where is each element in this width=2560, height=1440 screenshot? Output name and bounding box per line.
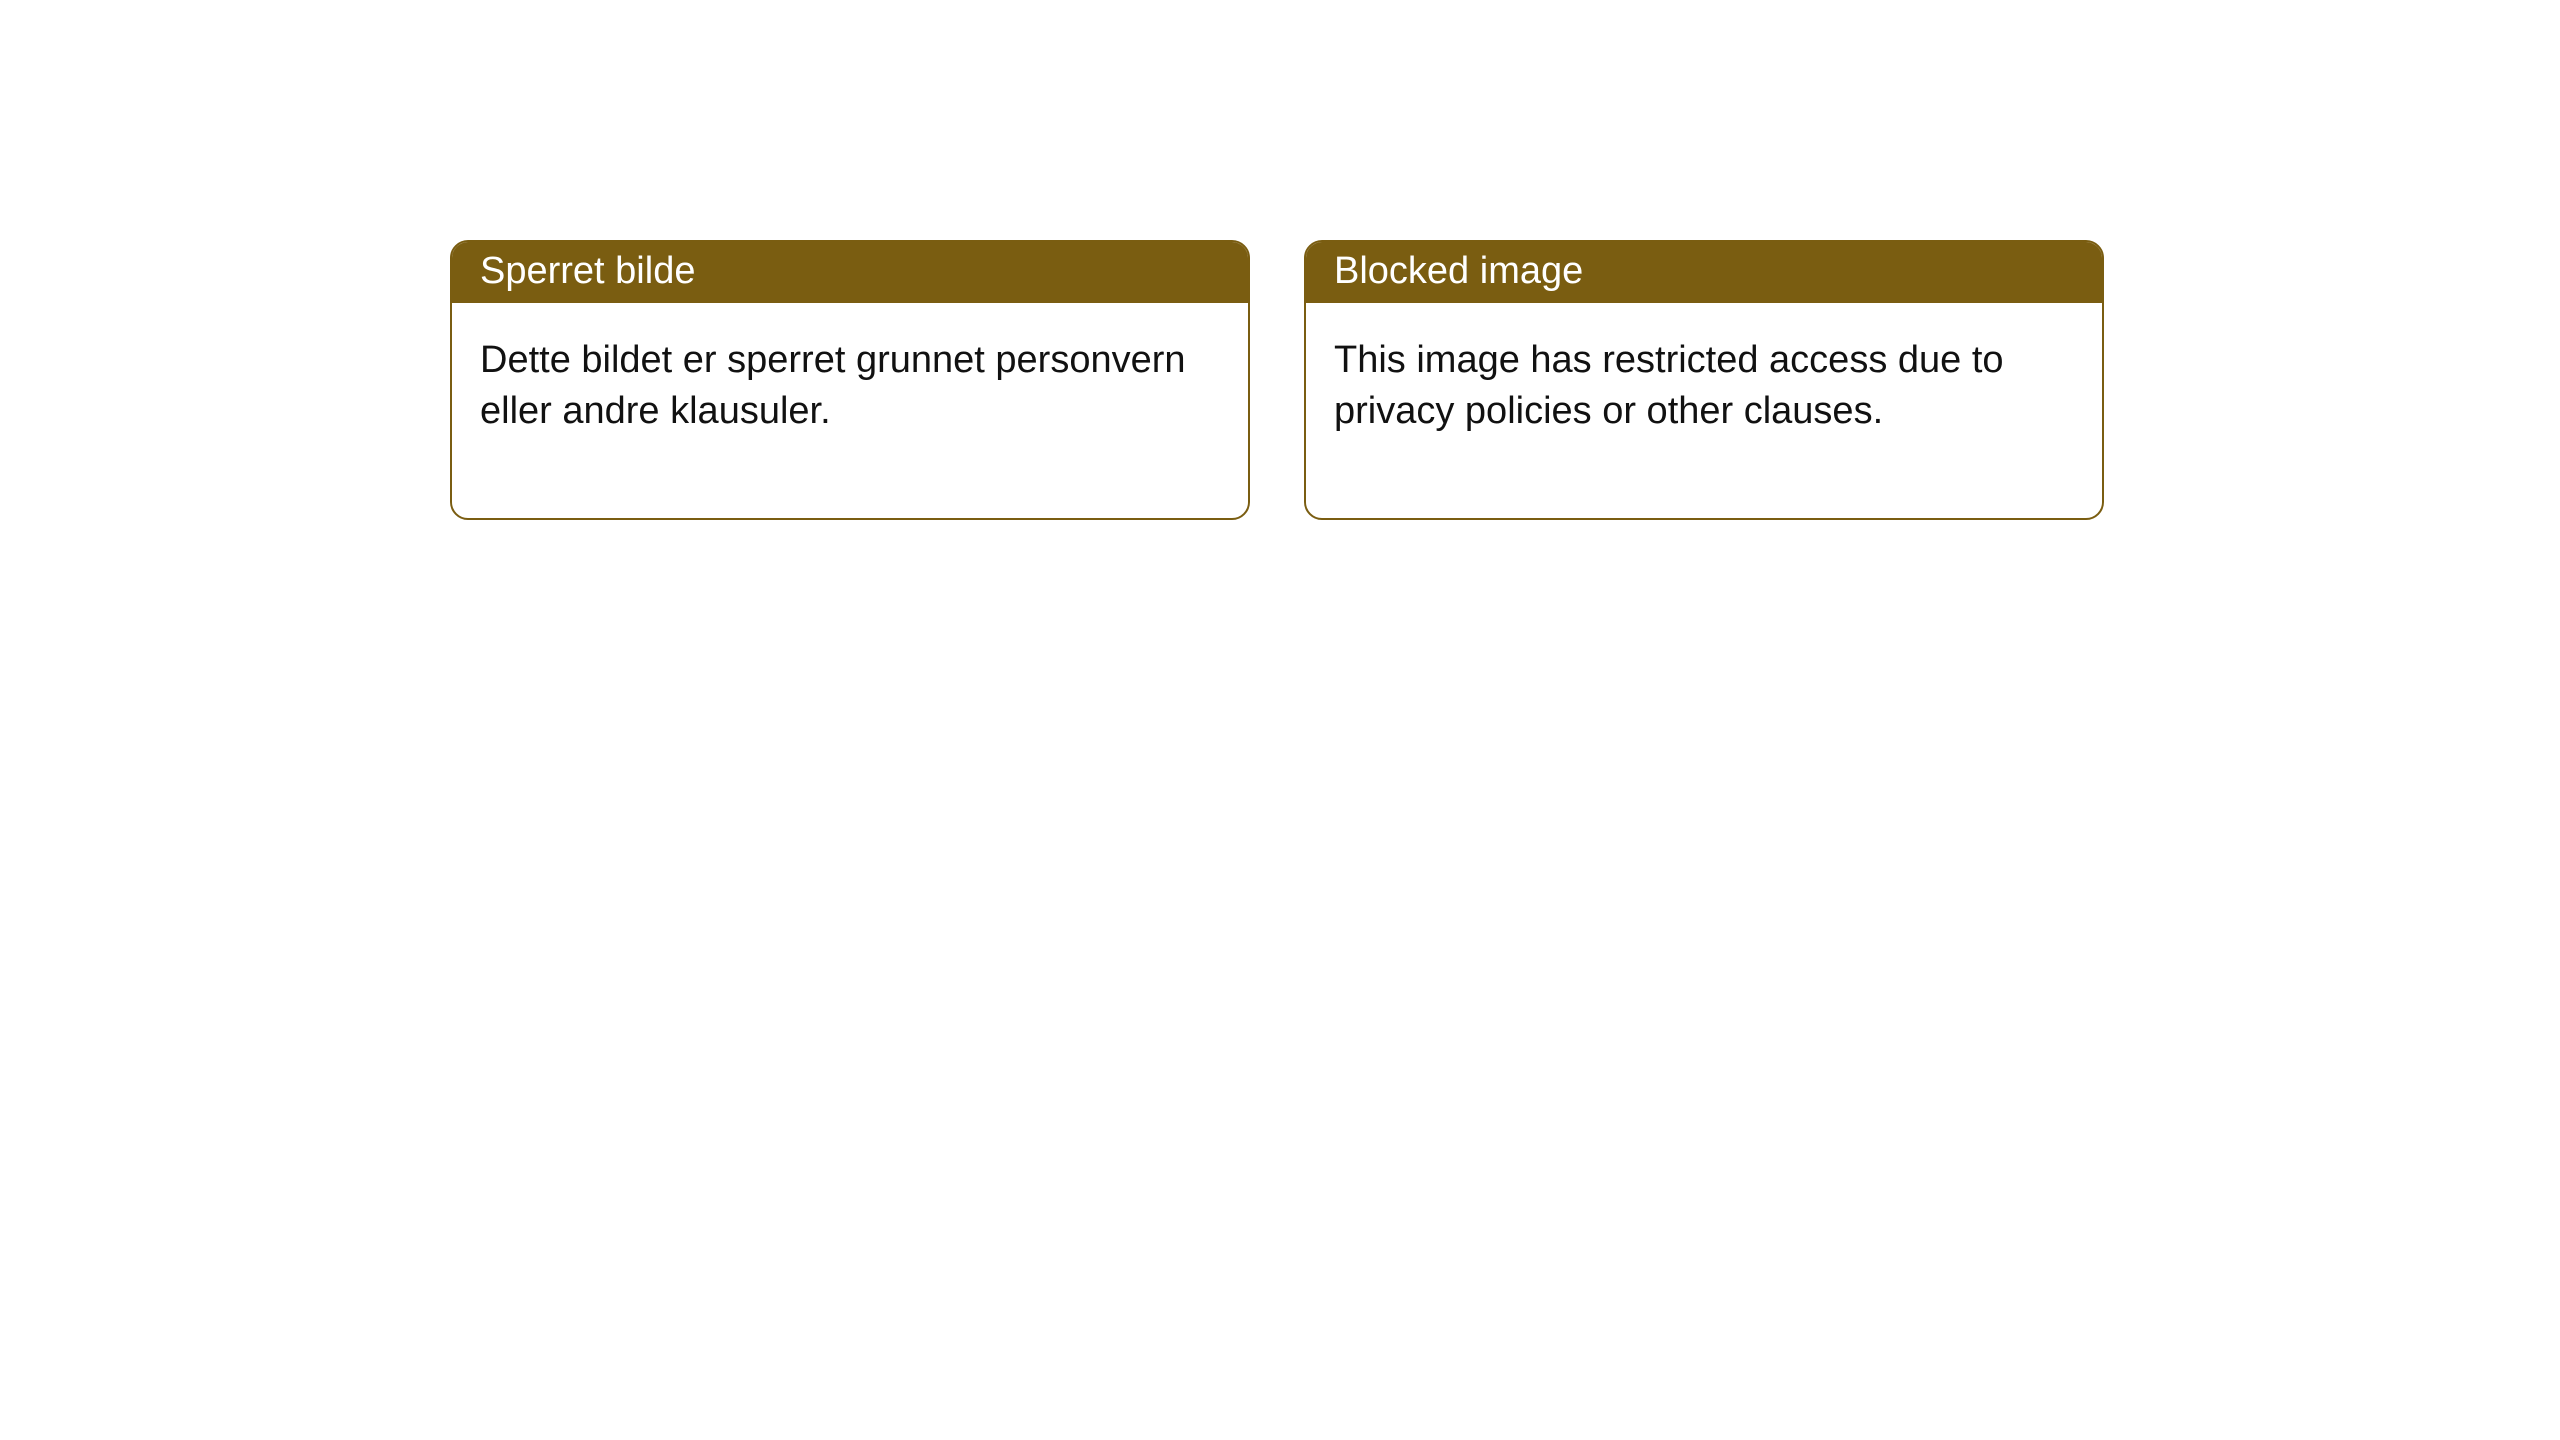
card-header-en: Blocked image	[1306, 242, 2102, 303]
blocked-card-no: Sperret bilde Dette bildet er sperret gr…	[450, 240, 1250, 520]
card-header-no: Sperret bilde	[452, 242, 1248, 303]
card-body-en: This image has restricted access due to …	[1306, 303, 2102, 518]
blocked-card-en: Blocked image This image has restricted …	[1304, 240, 2104, 520]
notice-container: Sperret bilde Dette bildet er sperret gr…	[0, 0, 2560, 520]
card-body-no: Dette bildet er sperret grunnet personve…	[452, 303, 1248, 518]
